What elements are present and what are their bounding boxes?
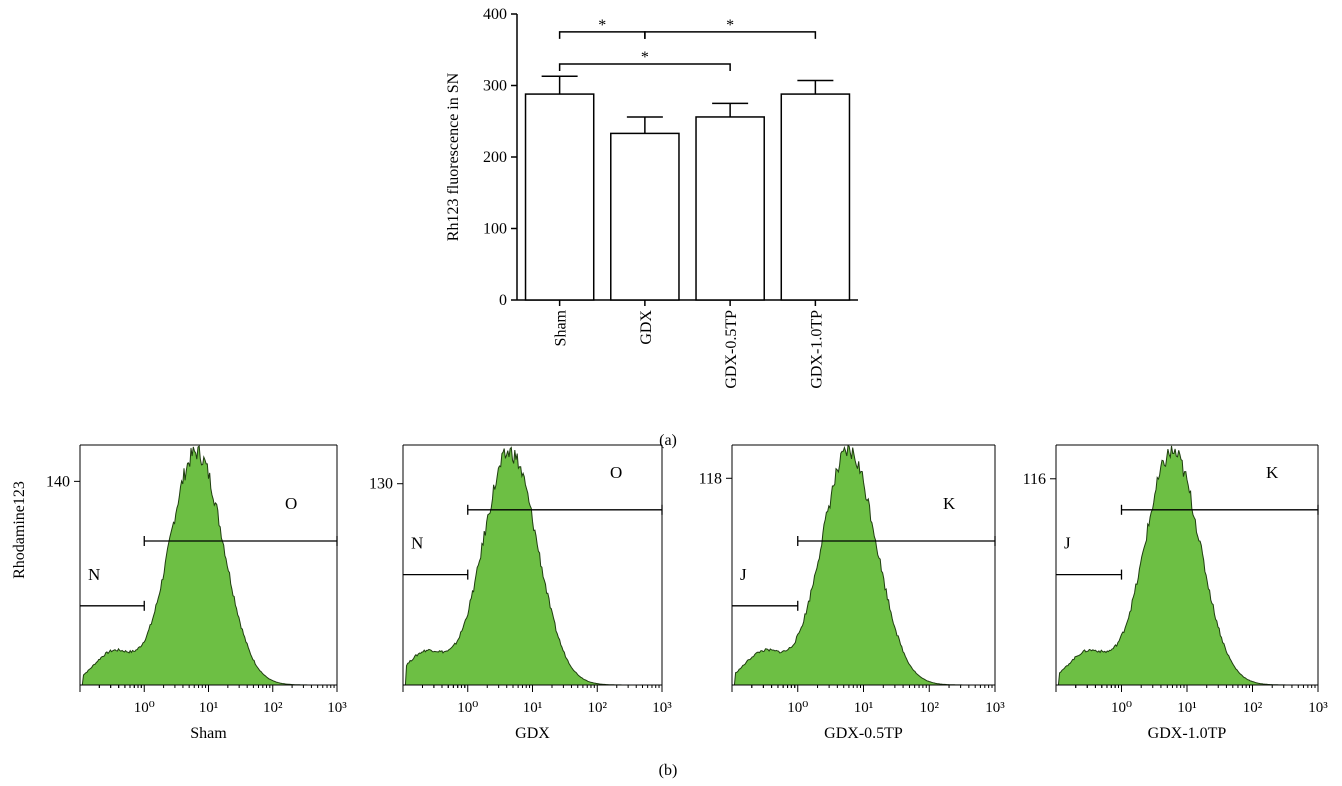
x-tick-label: 10¹ [1177, 700, 1197, 716]
gate-label: O [610, 463, 622, 482]
x-tick-label: 10² [920, 700, 940, 716]
y-axis-label: Rh123 fluorescence in SN [445, 72, 462, 241]
gate-label: N [88, 565, 100, 584]
category-labels: Sham GDX GDX-0.5TP GDX-1.0TP [553, 300, 825, 389]
bar [610, 132, 680, 301]
histogram-area [403, 446, 662, 686]
y-tick-label: 140 [46, 473, 70, 490]
x-tick-label: 10² [588, 700, 608, 716]
panel-b-label: (b) [659, 762, 678, 779]
bar [780, 93, 851, 301]
x-tick-label: 10⁰ [787, 700, 808, 716]
y-tick-label: 200 [483, 149, 507, 166]
significance-marker: * [726, 17, 734, 34]
x-tick-label: 10¹ [854, 700, 874, 716]
gate-label: K [943, 494, 956, 513]
significance-brackets: * * * [558, 17, 817, 72]
histogram-area [1056, 445, 1318, 686]
x-tick-label: 10³ [652, 700, 672, 716]
x-tick-label: 10⁰ [134, 700, 155, 716]
histogram-area [732, 445, 995, 686]
significance-marker: * [598, 17, 606, 34]
category-label: Sham [553, 309, 570, 346]
y-tick-label: 116 [1023, 471, 1046, 488]
histogram-x-label: Sham [190, 725, 227, 742]
category-label: GDX-1.0TP [808, 310, 825, 389]
bar [695, 116, 765, 301]
significance-bracket [558, 63, 731, 72]
histogram-plot: 140 10⁰ 10¹ 10² 10³ Sham N O [46, 444, 347, 742]
category-label: GDX-0.5TP [723, 310, 740, 389]
bar-chart-panel: Rh123 fluorescence in SN 0 100 200 300 400 *… [445, 6, 858, 449]
y-tick-label: 100 [483, 221, 507, 238]
gate-label: N [411, 534, 423, 553]
gate-label: J [740, 565, 747, 584]
bar [524, 93, 595, 301]
histogram-plot: 118 10⁰ 10¹ 10² 10³ GDX-0.5TP J K [699, 444, 1005, 742]
histogram-x-label: GDX-0.5TP [824, 725, 903, 742]
x-tick-label: 10³ [327, 700, 347, 716]
histogram-plot: 116 10⁰ 10¹ 10² 10³ GDX-1.0TP J K [1023, 444, 1328, 742]
panel-a-label: (a) [659, 432, 677, 449]
x-tick-label: 10⁰ [1111, 700, 1132, 716]
histogram-panel: Rhodamine123 140 10⁰ 10¹ 10² 10³ Sham N O 130 10⁰… [11, 444, 1328, 779]
histogram-x-label: GDX-1.0TP [1148, 725, 1227, 742]
y-tick-label: 130 [369, 476, 393, 493]
x-tick-label: 10¹ [523, 700, 543, 716]
x-tick-label: 10² [1243, 700, 1263, 716]
gate-label: O [285, 494, 297, 513]
x-tick-label: 10⁰ [457, 700, 478, 716]
y-tick-label: 0 [499, 292, 507, 309]
category-label: GDX [638, 310, 655, 345]
significance-marker: * [641, 49, 649, 66]
y-tick-label: 400 [483, 6, 507, 23]
bars [524, 75, 851, 301]
histogram-y-axis-label: Rhodamine123 [11, 481, 28, 579]
histograms: 140 10⁰ 10¹ 10² 10³ Sham N O 130 10⁰ 10¹ 10² 10³ GDX N… [46, 444, 1328, 742]
histogram-x-label: GDX [515, 725, 550, 742]
histogram-area [80, 444, 337, 686]
significance-bracket [644, 31, 817, 39]
histogram-plot: 130 10⁰ 10¹ 10² 10³ GDX N O [369, 444, 672, 742]
x-tick-label: 10¹ [199, 700, 219, 716]
gate-label: J [1064, 534, 1071, 553]
y-tick-label: 300 [483, 78, 507, 95]
y-tick-label: 118 [699, 470, 722, 487]
x-tick-label: 10² [263, 700, 283, 716]
x-tick-label: 10³ [985, 700, 1005, 716]
x-tick-label: 10³ [1308, 700, 1328, 716]
gate-label: K [1266, 463, 1279, 482]
